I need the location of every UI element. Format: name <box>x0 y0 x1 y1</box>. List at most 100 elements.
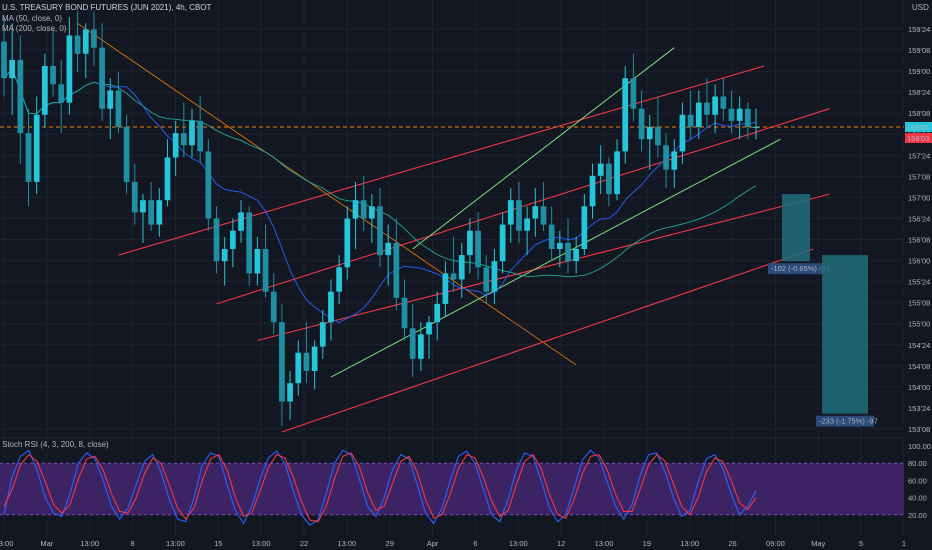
price-tick-label: 154'00 <box>908 383 930 392</box>
price-tick-label: 153'24 <box>908 404 930 413</box>
time-tick-label: 1 <box>902 539 906 548</box>
time-tick-label: 19 <box>643 539 651 548</box>
candle-body <box>254 249 261 274</box>
candle-body <box>524 218 530 231</box>
candle-body <box>409 328 416 359</box>
candle-body <box>246 212 253 274</box>
price-tick-label: 156'00 <box>908 257 930 266</box>
candle-body <box>540 206 547 225</box>
prev-price-badge-text: 158'03 <box>907 134 929 143</box>
time-tick-label: 13:00 <box>595 539 614 548</box>
candle-body <box>516 200 522 231</box>
candle-body <box>695 102 702 127</box>
candle-body <box>328 291 334 323</box>
candle-body <box>655 127 661 146</box>
candle-body <box>336 267 342 292</box>
price-tick-label: 157'24 <box>908 151 930 160</box>
measure-boxes[interactable]: -102 (-0.65%) -34 -233 (-1.75%) -97 <box>768 194 878 427</box>
time-tick-label: 26 <box>728 539 736 548</box>
candle-body <box>115 90 122 127</box>
candle-body <box>581 206 588 249</box>
stoch-tick-label: 20.00 <box>908 511 927 520</box>
candle-body <box>377 206 383 256</box>
candle-body <box>467 230 473 256</box>
candle-body <box>687 114 694 127</box>
candle-body <box>344 218 351 268</box>
price-axis-bg <box>904 0 932 550</box>
price-tick-label: 155'08 <box>908 299 930 308</box>
time-tick-label: 13:00 <box>166 539 185 548</box>
time-tick-label: 13:00 <box>252 539 271 548</box>
stoch-k-line <box>3 449 757 526</box>
candle-body <box>426 322 432 335</box>
measure-box-long <box>822 255 868 414</box>
candle-body <box>679 114 686 152</box>
candle-body <box>548 224 555 249</box>
candle-body <box>99 47 105 109</box>
candle-body <box>401 297 408 329</box>
candle-body <box>646 127 653 140</box>
candle-body <box>270 291 277 323</box>
stoch-legend[interactable]: Stoch RSI (4, 3, 200, 8, close) <box>2 440 109 449</box>
candle-body <box>507 200 514 225</box>
candle-body <box>66 35 73 103</box>
candle-body <box>131 181 138 213</box>
candle-body <box>614 151 620 195</box>
candle-body <box>418 334 424 359</box>
last-price-badge <box>905 122 932 132</box>
candle-body <box>262 249 269 292</box>
last-price-badge-text: 158'04 <box>907 123 929 132</box>
ma50-legend[interactable]: MA (50, close, 0) <box>2 14 63 23</box>
candle-body <box>33 114 40 182</box>
candle-body <box>311 346 318 371</box>
candle-body <box>74 35 81 54</box>
price-tick-label: 159'08 <box>908 46 930 55</box>
candle-body <box>287 383 293 402</box>
candle-body <box>393 242 400 298</box>
time-tick-label: 12 <box>557 539 565 548</box>
candle-body <box>279 322 285 402</box>
candle-body <box>238 212 244 231</box>
candle-body <box>671 151 678 170</box>
candle-body <box>140 200 146 213</box>
candle-body <box>368 206 375 219</box>
prev-price-badge <box>905 133 932 143</box>
ma200-legend[interactable]: MA (200, close, 0) <box>2 24 67 33</box>
price-tick-label: 159'24 <box>908 25 930 34</box>
time-tick-label: 29 <box>386 539 394 548</box>
candle-body <box>107 90 114 109</box>
candle-body <box>25 133 32 182</box>
candle-body <box>164 157 171 201</box>
candle-body <box>17 59 24 134</box>
price-tick-label: 154'08 <box>908 362 930 371</box>
time-tick-label: Apr <box>427 539 439 548</box>
candle-body <box>319 322 326 347</box>
candle-body <box>622 78 629 152</box>
price-tick-label: 153'08 <box>908 425 930 434</box>
candle-body <box>352 200 359 219</box>
candle-body <box>9 59 16 79</box>
price-tick-label: 156'08 <box>908 236 930 245</box>
time-axis[interactable]: 13:00Mar13:00813:001513:002213:0029Apr61… <box>0 539 906 548</box>
candle-body <box>491 261 498 292</box>
price-axis[interactable]: 159'24159'08159'00158'24158'08158'00157'… <box>904 0 932 550</box>
candlestick-series <box>1 11 759 426</box>
candle-body <box>50 66 56 85</box>
candle-body <box>720 96 727 109</box>
candle-body <box>91 29 97 48</box>
candle-body <box>597 163 604 176</box>
time-tick-label: 13:00 <box>80 539 99 548</box>
candle-body <box>213 218 220 262</box>
stoch-axis[interactable]: 100.00 80.00 60.00 40.00 20.00 <box>908 442 931 520</box>
candle-body <box>458 255 465 280</box>
green-channel-lower-line <box>330 138 781 378</box>
candle-body <box>753 127 759 128</box>
candle-body <box>1 41 7 79</box>
candle-body <box>744 108 751 127</box>
stoch-tick-label: 40.00 <box>908 494 927 503</box>
time-tick-label: 6 <box>473 539 477 548</box>
price-tick-label: 157'08 <box>908 172 930 181</box>
time-tick-label: 13:00 <box>337 539 356 548</box>
stoch-rsi-lines <box>3 449 757 526</box>
